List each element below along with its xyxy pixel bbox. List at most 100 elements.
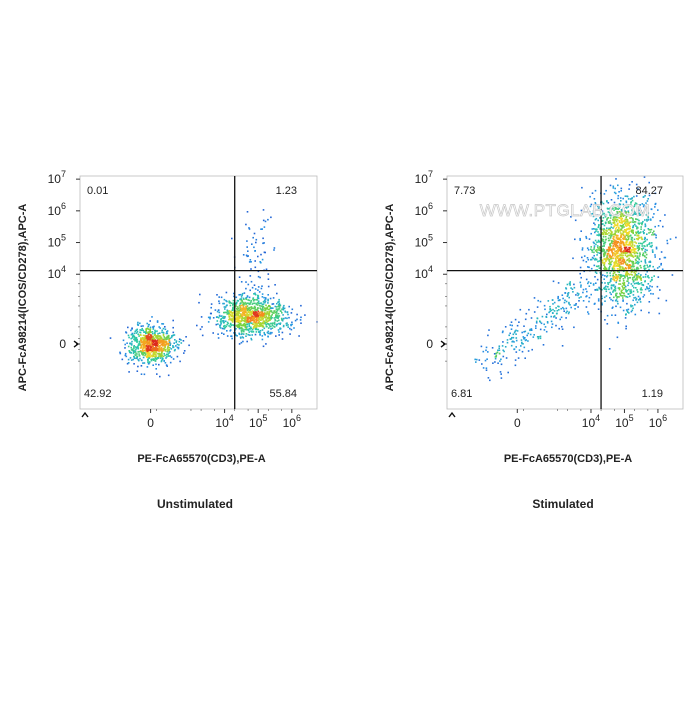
event-point xyxy=(630,217,633,219)
event-point xyxy=(634,202,637,204)
event-point xyxy=(230,302,233,304)
event-point xyxy=(598,286,600,289)
event-point xyxy=(271,303,274,305)
event-points xyxy=(474,176,677,382)
event-point xyxy=(611,251,614,254)
event-point xyxy=(641,284,643,286)
event-point xyxy=(614,314,617,316)
event-point xyxy=(628,242,631,245)
event-point xyxy=(587,258,590,261)
event-point xyxy=(265,268,268,271)
event-point xyxy=(648,287,651,289)
event-point xyxy=(476,358,478,361)
event-point xyxy=(537,337,540,340)
event-point xyxy=(614,287,617,290)
event-point xyxy=(590,203,593,206)
event-point xyxy=(640,282,643,284)
event-point xyxy=(133,356,135,358)
event-point xyxy=(630,266,632,268)
event-point xyxy=(625,234,628,237)
event-point xyxy=(154,343,157,345)
event-point xyxy=(628,274,631,276)
event-point xyxy=(148,343,151,345)
event-point xyxy=(633,245,636,247)
event-point xyxy=(559,318,561,321)
event-point xyxy=(581,256,583,259)
event-point xyxy=(639,253,641,256)
event-point xyxy=(594,223,596,226)
event-point xyxy=(630,291,633,294)
event-point xyxy=(638,261,640,264)
event-point xyxy=(639,204,641,206)
event-point xyxy=(158,355,160,358)
event-point xyxy=(637,230,639,233)
event-point xyxy=(646,249,648,252)
event-point xyxy=(161,351,163,353)
event-point xyxy=(634,221,637,223)
event-point xyxy=(601,297,603,300)
event-point xyxy=(638,219,640,222)
event-point xyxy=(637,272,640,275)
event-point xyxy=(625,309,628,311)
event-point xyxy=(627,228,630,230)
event-point xyxy=(509,338,512,340)
event-point xyxy=(269,325,271,328)
event-point xyxy=(640,226,642,228)
event-point xyxy=(269,297,272,300)
event-point xyxy=(257,297,260,300)
event-point xyxy=(524,318,527,321)
event-point xyxy=(274,305,277,308)
event-point xyxy=(612,254,614,256)
event-point xyxy=(521,350,524,353)
event-point xyxy=(250,327,253,330)
event-point xyxy=(648,301,651,303)
event-point xyxy=(626,252,628,254)
event-point xyxy=(626,310,629,312)
event-point xyxy=(248,312,251,314)
event-point xyxy=(625,325,627,328)
event-point xyxy=(137,358,139,361)
plot-frame xyxy=(446,175,684,410)
event-point xyxy=(579,237,581,240)
event-point xyxy=(661,268,664,271)
event-point xyxy=(603,230,605,232)
event-point xyxy=(244,314,247,316)
event-point xyxy=(539,337,542,340)
event-point xyxy=(224,320,227,323)
event-point xyxy=(582,300,585,302)
event-point xyxy=(276,320,279,322)
event-point xyxy=(260,305,263,307)
event-point xyxy=(582,259,585,262)
event-point xyxy=(488,329,490,331)
event-point xyxy=(232,299,235,302)
event-point xyxy=(626,221,628,223)
event-point xyxy=(615,255,618,258)
event-point xyxy=(223,333,225,335)
event-point xyxy=(593,264,596,267)
event-point xyxy=(577,294,579,297)
event-point xyxy=(254,322,257,325)
event-point xyxy=(617,214,620,216)
event-point xyxy=(596,228,598,231)
event-point xyxy=(630,271,633,273)
event-point xyxy=(491,347,494,349)
event-point xyxy=(549,308,551,310)
event-point xyxy=(109,337,112,339)
event-point xyxy=(135,336,138,339)
event-point xyxy=(635,287,637,289)
event-point xyxy=(635,218,637,220)
event-point xyxy=(557,297,559,300)
event-point xyxy=(633,276,635,278)
event-point xyxy=(641,249,644,251)
event-point xyxy=(283,304,285,307)
event-point xyxy=(604,300,606,302)
event-point xyxy=(618,226,620,229)
event-point xyxy=(588,238,591,240)
event-point xyxy=(647,216,650,219)
event-point xyxy=(146,366,149,368)
event-point xyxy=(601,281,603,284)
event-point xyxy=(229,323,232,325)
event-point xyxy=(497,349,499,352)
event-point xyxy=(147,361,149,364)
event-point xyxy=(166,351,169,353)
